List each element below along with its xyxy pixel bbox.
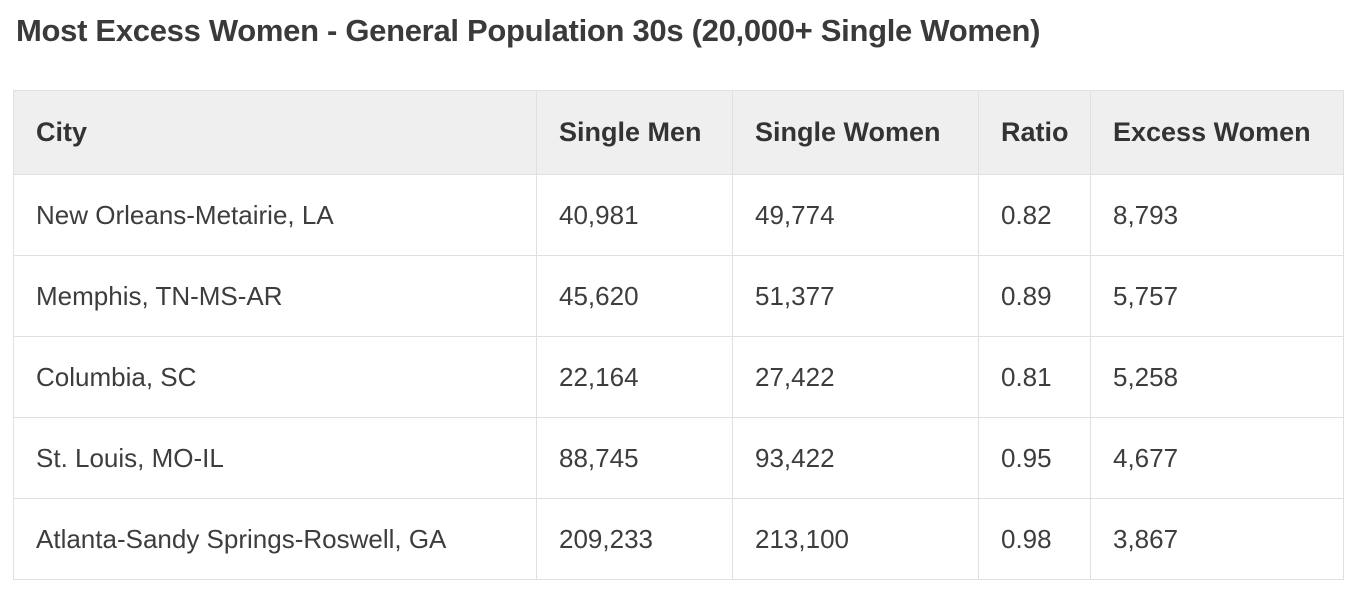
page-title: Most Excess Women - General Population 3… [16, 13, 1041, 48]
cell-excess-women: 5,258 [1090, 336, 1344, 418]
cell-excess-women: 5,757 [1090, 255, 1344, 337]
table-row: St. Louis, MO-IL 88,745 93,422 0.95 4,67… [13, 417, 1344, 499]
table-row: Atlanta-Sandy Springs-Roswell, GA 209,23… [13, 498, 1344, 580]
cell-single-women: 213,100 [732, 498, 979, 580]
column-header-single-men: Single Men [536, 90, 733, 175]
table-row: Columbia, SC 22,164 27,422 0.81 5,258 [13, 336, 1344, 418]
cell-ratio: 0.82 [978, 174, 1091, 256]
column-header-excess-women: Excess Women [1090, 90, 1344, 175]
cell-ratio: 0.89 [978, 255, 1091, 337]
cell-single-women: 51,377 [732, 255, 979, 337]
cell-single-women: 93,422 [732, 417, 979, 499]
cell-single-men: 40,981 [536, 174, 733, 256]
cell-single-women: 49,774 [732, 174, 979, 256]
cell-excess-women: 4,677 [1090, 417, 1344, 499]
cell-single-men: 209,233 [536, 498, 733, 580]
cell-ratio: 0.95 [978, 417, 1091, 499]
cell-city: Memphis, TN-MS-AR [13, 255, 537, 337]
cell-single-men: 22,164 [536, 336, 733, 418]
cell-excess-women: 8,793 [1090, 174, 1344, 256]
cell-city: Atlanta-Sandy Springs-Roswell, GA [13, 498, 537, 580]
cell-city: St. Louis, MO-IL [13, 417, 537, 499]
table-row: Memphis, TN-MS-AR 45,620 51,377 0.89 5,7… [13, 255, 1344, 337]
table-row: New Orleans-Metairie, LA 40,981 49,774 0… [13, 174, 1344, 256]
column-header-single-women: Single Women [732, 90, 979, 175]
page: Most Excess Women - General Population 3… [0, 12, 1354, 598]
cell-single-men: 88,745 [536, 417, 733, 499]
cell-city: Columbia, SC [13, 336, 537, 418]
column-header-city: City [13, 90, 537, 175]
cell-excess-women: 3,867 [1090, 498, 1344, 580]
cell-single-men: 45,620 [536, 255, 733, 337]
table-header-row: City Single Men Single Women Ratio Exces… [13, 90, 1344, 175]
cell-ratio: 0.98 [978, 498, 1091, 580]
cell-single-women: 27,422 [732, 336, 979, 418]
column-header-ratio: Ratio [978, 90, 1091, 175]
excess-women-table: City Single Men Single Women Ratio Exces… [13, 90, 1344, 580]
cell-city: New Orleans-Metairie, LA [13, 174, 537, 256]
cell-ratio: 0.81 [978, 336, 1091, 418]
